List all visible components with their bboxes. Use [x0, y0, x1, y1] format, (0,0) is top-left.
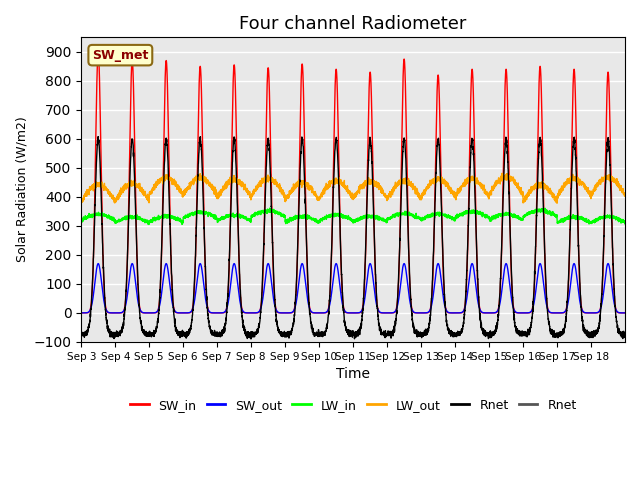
SW_in [417, 310, 425, 316]
SW_out [77, 310, 85, 316]
Rnet [543, 305, 551, 311]
LW_in [403, 209, 410, 215]
LW_in [529, 208, 537, 214]
LW_in [266, 205, 273, 211]
LW_in [190, 211, 198, 217]
LW_out [543, 187, 551, 192]
SW_in [77, 310, 85, 316]
Rnet [374, 306, 381, 312]
Legend: SW_in, SW_out, LW_in, LW_out, Rnet, Rnet: SW_in, SW_out, LW_in, LW_out, Rnet, Rnet [125, 394, 582, 417]
SW_in [190, 290, 198, 296]
SW_in [403, 133, 410, 139]
SW_in [502, 68, 510, 73]
Title: Four channel Radiometer: Four channel Radiometer [239, 15, 467, 33]
Rnet [190, 286, 198, 292]
LW_in [621, 221, 629, 227]
Rnet [77, 331, 85, 337]
SW_out [373, 305, 381, 311]
SW_in [543, 301, 551, 307]
Y-axis label: Solar Radiation (W/m2): Solar Radiation (W/m2) [15, 117, 28, 263]
SW_out [543, 304, 551, 310]
SW_out [190, 300, 198, 306]
Text: SW_met: SW_met [92, 48, 148, 61]
LW_out [403, 180, 410, 186]
Line: LW_in: LW_in [81, 208, 625, 225]
Line: SW_out: SW_out [81, 264, 625, 313]
SW_out [529, 305, 537, 311]
SW_in [94, 49, 102, 55]
X-axis label: Time: Time [336, 367, 370, 381]
Rnet [403, 179, 410, 184]
LW_in [374, 216, 381, 221]
LW_out [77, 201, 85, 206]
Rnet [529, 305, 537, 311]
Line: LW_out: LW_out [81, 173, 625, 204]
SW_in [529, 301, 537, 307]
Rnet [94, 134, 102, 140]
SW_in [621, 310, 629, 316]
LW_in [145, 222, 152, 228]
SW_in [373, 302, 381, 308]
LW_in [543, 208, 551, 214]
LW_out [621, 190, 629, 196]
SW_out [621, 310, 629, 316]
Rnet [502, 138, 510, 144]
Rnet [621, 332, 629, 338]
SW_out [502, 261, 510, 266]
LW_out [529, 185, 537, 191]
LW_out [190, 178, 198, 184]
LW_in [77, 218, 85, 224]
LW_in [502, 212, 510, 218]
Rnet [247, 336, 255, 342]
Line: SW_in: SW_in [81, 52, 625, 313]
Line: Rnet: Rnet [81, 137, 625, 339]
LW_out [498, 170, 506, 176]
SW_out [403, 271, 410, 276]
LW_out [502, 174, 510, 180]
LW_out [373, 185, 381, 191]
SW_out [94, 261, 102, 266]
